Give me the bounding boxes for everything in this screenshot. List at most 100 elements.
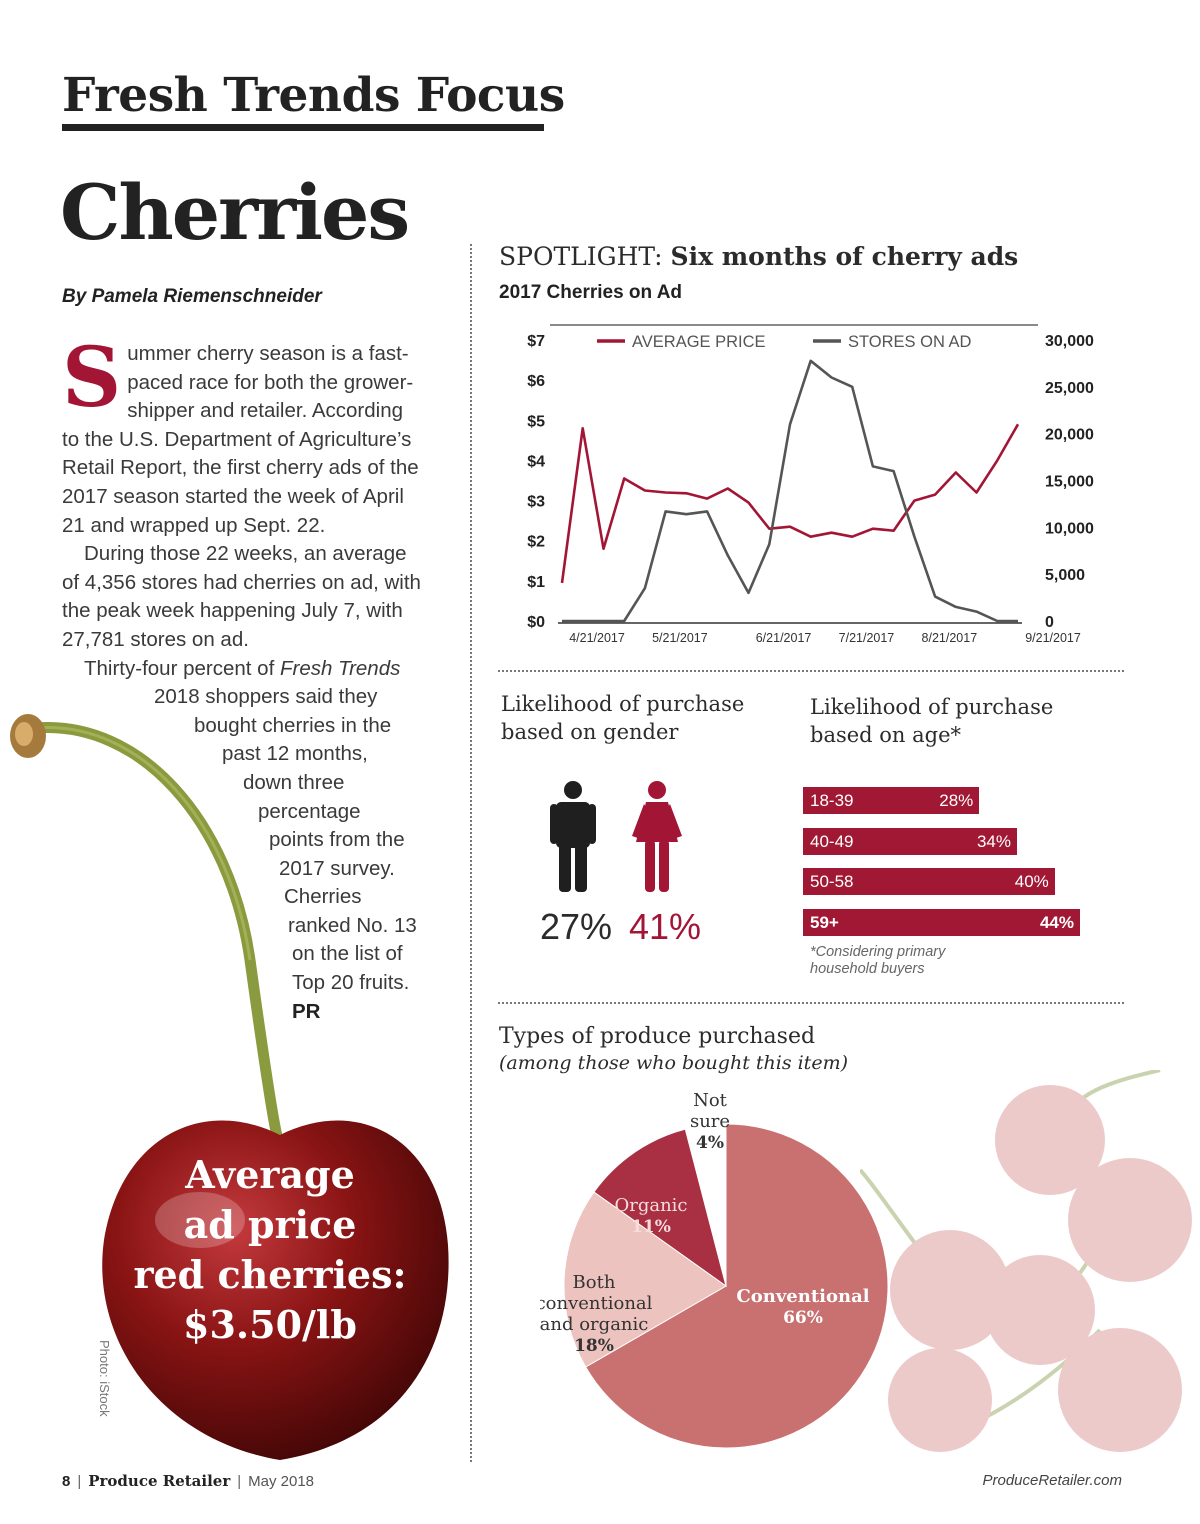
byline: By Pamela Riemenschneider xyxy=(62,286,322,307)
spotlight-label: SPOTLIGHT: xyxy=(499,242,671,271)
drop-cap: S xyxy=(62,330,122,426)
age-bar: 40-49 34% xyxy=(803,827,1017,855)
age-bar-value: 44% xyxy=(1039,912,1074,932)
age-title: Likelihood of purchase based on age* xyxy=(810,693,1053,749)
issue-date: May 2018 xyxy=(248,1473,315,1490)
y-left-tick-label: $3 xyxy=(527,494,545,511)
age-bar-category: 50-58 xyxy=(810,872,854,891)
article-headline: Cherries xyxy=(60,168,410,257)
promo-line: red cherries: xyxy=(133,1252,407,1297)
age-footnote: *Considering primary household buyers xyxy=(810,944,945,978)
x-tick-label: 5/21/2017 xyxy=(652,631,708,645)
paragraph-3-line: ranked No. 13 xyxy=(288,913,417,937)
y-right-tick-label: 20,000 xyxy=(1045,427,1094,444)
pie-slice xyxy=(593,1128,727,1288)
spotlight-title: SPOTLIGHT: Six months of cherry ads xyxy=(499,242,1018,271)
paragraph-3: Thirty-four percent of Fresh Trends 2018… xyxy=(62,655,422,1027)
y-left-tick-label: $1 xyxy=(527,574,545,591)
stores-on-ad-line xyxy=(562,359,1018,623)
types-title: Types of produce purchased xyxy=(499,1024,816,1049)
paragraph-3-line: Cherries xyxy=(284,885,362,909)
age-bar: 50-58 40% xyxy=(803,868,1055,895)
paragraph-3-line: Thirty-four percent of xyxy=(84,656,280,680)
paragraph-3-line: 2017 survey. xyxy=(279,856,395,880)
website-url: ProduceRetailer.com xyxy=(982,1472,1122,1489)
paragraph-3-line: down three xyxy=(243,770,345,794)
section-underline xyxy=(62,124,544,131)
paragraph-3-line: points from the xyxy=(269,828,405,852)
photo-credit: Photo: iStock xyxy=(97,1340,112,1417)
paragraph-3-line: percentage xyxy=(258,799,361,823)
pie-slice xyxy=(563,1191,727,1368)
age-bar-value: 34% xyxy=(976,831,1011,851)
pie-slice-value: 18% xyxy=(574,1336,614,1356)
male-percentage: 27% xyxy=(540,906,613,947)
y-left-tick-label: $4 xyxy=(527,453,545,470)
promo-line: ad price xyxy=(183,1202,357,1247)
footer-left: 8 | Produce Retailer | May 2018 xyxy=(62,1472,315,1490)
age-bar: 59+ 44% xyxy=(803,908,1080,936)
pie-slice-value: 4% xyxy=(696,1133,724,1153)
age-bar: 18-39 28% xyxy=(803,787,980,814)
signoff: PR xyxy=(292,999,321,1023)
average-price-line xyxy=(560,423,1020,584)
cherry-image xyxy=(10,714,449,1460)
column-divider xyxy=(470,244,472,1462)
pie-slice-value: 66% xyxy=(783,1308,823,1328)
spotlight-heading: Six months of cherry ads xyxy=(670,242,1019,271)
pie-slice xyxy=(585,1123,889,1449)
pie-slice-label: and organic xyxy=(540,1314,648,1335)
pie-slice-value: 11% xyxy=(631,1217,671,1237)
paragraph-2: During those 22 weeks, an average of 4,3… xyxy=(62,542,421,651)
y-left-tick-label: $7 xyxy=(527,333,545,350)
section-divider xyxy=(498,670,1124,672)
pie-slice-label: Conventional xyxy=(736,1286,869,1307)
promo-line: Average xyxy=(185,1152,355,1197)
y-right-tick-label: 15,000 xyxy=(1045,474,1094,491)
age-title-line: based on age* xyxy=(810,723,962,747)
y-left-tick-label: $5 xyxy=(527,413,545,430)
section-divider xyxy=(498,1002,1124,1004)
age-footnote-line: *Considering primary xyxy=(810,944,946,960)
age-footnote-line: household buyers xyxy=(810,961,925,977)
pie-slice-label: conventional xyxy=(540,1293,653,1314)
y-left-tick-label: $6 xyxy=(527,373,545,390)
age-bar-value: 28% xyxy=(939,791,974,810)
x-tick-label: 6/21/2017 xyxy=(756,631,812,645)
promo-line: $3.50/lb xyxy=(183,1302,357,1347)
paragraph-3-line: bought cherries in the xyxy=(194,713,392,737)
article-body: S ummer cherry season is a fast-paced ra… xyxy=(62,330,422,1027)
paragraph-3-line: Top 20 fruits. xyxy=(292,971,410,995)
cherries-decoration xyxy=(860,1070,1192,1452)
gender-title-line: based on gender xyxy=(501,720,679,744)
pie-slice-label: Not xyxy=(693,1090,728,1111)
x-tick-label: 7/21/2017 xyxy=(839,631,895,645)
section-title: Fresh Trends Focus xyxy=(62,68,565,123)
pie-slice-label: Both xyxy=(573,1272,616,1293)
legend-label: AVERAGE PRICE xyxy=(632,333,766,351)
paragraph-1: ummer cherry season is a fast-paced race… xyxy=(62,342,419,537)
gender-title-line: Likelihood of purchase xyxy=(501,692,745,716)
x-tick-label: 9/21/2017 xyxy=(1025,631,1081,645)
promo-price-callout: Average ad price red cherries: $3.50/lb xyxy=(120,1150,420,1350)
pie-slice-label: sure xyxy=(690,1111,730,1132)
fresh-trends-italic: Fresh Trends xyxy=(279,656,401,680)
y-right-tick-label: 0 xyxy=(1045,614,1054,631)
paragraph-3-line: on the list of xyxy=(292,942,403,966)
age-bar-category: 59+ xyxy=(810,912,839,932)
publication-name: Produce Retailer xyxy=(88,1472,231,1490)
age-bar-category: 18-39 xyxy=(810,791,854,810)
paragraph-3-line: 2018 shoppers said they xyxy=(154,685,378,709)
female-percentage: 41% xyxy=(629,906,702,947)
pie-slice-label: Organic xyxy=(614,1195,687,1216)
chart-subtitle: 2017 Cherries on Ad xyxy=(499,282,683,303)
paragraph-3-line: past 12 months, xyxy=(222,742,368,766)
y-right-tick-label: 30,000 xyxy=(1045,333,1094,350)
age-bar-category: 40-49 xyxy=(810,831,854,851)
y-right-tick-label: 5,000 xyxy=(1045,567,1085,584)
types-subtitle: (among those who bought this item) xyxy=(499,1052,848,1074)
legend-label: STORES ON AD xyxy=(848,333,972,351)
y-left-tick-label: $0 xyxy=(527,614,545,631)
x-tick-label: 8/21/2017 xyxy=(922,631,978,645)
